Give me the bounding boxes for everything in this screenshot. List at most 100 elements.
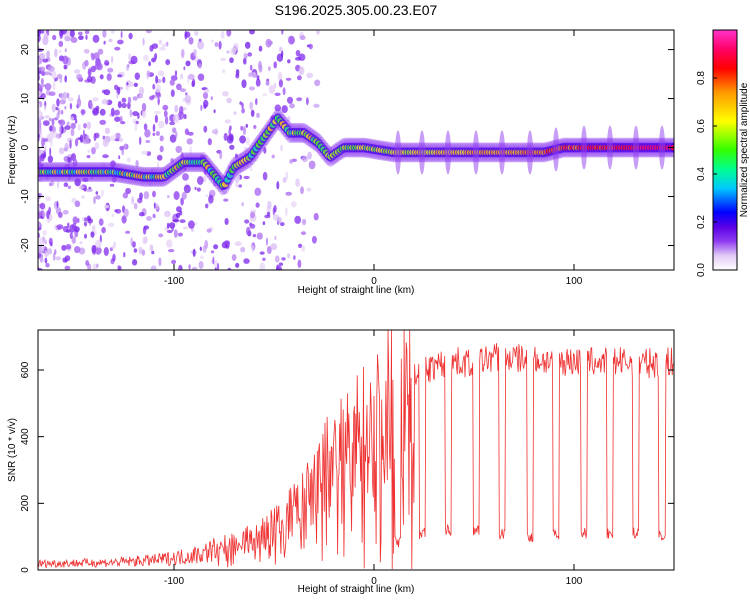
spectrogram-noise-speck xyxy=(42,58,49,63)
spectrogram-noise-speck xyxy=(154,84,162,93)
spectrogram-noise-speck xyxy=(211,129,219,135)
spectrogram-noise-speck xyxy=(83,221,88,227)
spectrogram-noise-speck xyxy=(199,246,202,251)
spectrogram-noise-speck xyxy=(80,109,86,115)
spectrogram-noise-speck xyxy=(184,30,188,40)
spectrogram-noise-speck xyxy=(48,117,52,122)
spectrogram-noise-speck xyxy=(194,221,198,226)
spectrogram-noise-speck xyxy=(56,98,60,107)
spectrogram-noise-speck xyxy=(42,138,49,142)
spectrogram-noise-speck xyxy=(276,181,280,190)
spectrogram-noise-speck xyxy=(44,257,48,264)
spectrogram-noise-speck xyxy=(267,200,272,210)
spectrogram-noise-speck xyxy=(39,202,46,210)
spectrogram-noise-speck xyxy=(133,248,138,253)
spectrogram-noise-speck xyxy=(82,177,89,182)
spectrogram-noise-speck xyxy=(151,57,157,63)
spectrogram-noise-speck xyxy=(38,125,42,134)
spectrogram-noise-speck xyxy=(38,102,41,110)
spectrogram-noise-speck xyxy=(210,96,213,101)
spectrogram-noise-speck xyxy=(48,206,51,215)
spectrogram-noise-speck xyxy=(194,56,199,63)
spectrogram-noise-speck xyxy=(62,55,69,65)
spectrogram-noise-speck xyxy=(247,52,253,57)
spectrogram-noise-speck xyxy=(121,215,127,224)
spectrogram-noise-speck xyxy=(44,104,47,112)
spectrogram-noise-speck xyxy=(92,97,99,102)
spectrogram-x-tick-label: 0 xyxy=(371,276,377,287)
spectrogram-noise-speck xyxy=(155,75,159,84)
spectrogram-noise-speck xyxy=(96,62,103,71)
spectrogram-noise-speck xyxy=(102,30,107,38)
spectrogram-noise-speck xyxy=(268,85,275,94)
spectrogram-noise-speck xyxy=(182,173,189,181)
spectrogram-noise-speck xyxy=(193,48,197,57)
spectrogram-noise-speck xyxy=(74,246,81,254)
spectrogram-noise-speck xyxy=(220,30,225,39)
spectrogram-noise-speck xyxy=(130,55,138,65)
spectrogram-noise-speck xyxy=(41,236,46,245)
spectrogram-noise-speck xyxy=(244,219,250,224)
spectrogram-noise-speck xyxy=(226,97,232,104)
spectrogram-noise-speck xyxy=(103,40,106,45)
spectrogram-noise-speck xyxy=(166,195,170,199)
spectrogram-noise-speck xyxy=(200,255,205,260)
spectrogram-noise-speck xyxy=(47,31,50,36)
spectrogram-noise-speck xyxy=(69,30,75,38)
spectrogram-noise-speck xyxy=(84,30,90,35)
spectrogram-noise-speck xyxy=(158,257,162,266)
spectrogram-noise-speck xyxy=(219,150,223,160)
spectrogram-noise-speck xyxy=(121,149,125,156)
spectrogram-noise-speck xyxy=(67,97,74,102)
spectrogram-streak xyxy=(473,130,479,175)
spectrogram-noise-speck xyxy=(40,93,46,100)
spectrogram-noise-speck xyxy=(83,48,90,54)
spectrogram-noise-speck xyxy=(164,210,171,218)
spectrogram-noise-speck xyxy=(78,247,86,255)
spectrogram-noise-speck xyxy=(190,227,194,232)
spectrogram-noise-speck xyxy=(96,263,99,268)
spectrogram-noise-speck xyxy=(87,149,90,153)
spectrogram-noise-speck xyxy=(204,239,209,249)
spectrogram-noise-speck xyxy=(48,91,56,96)
spectrogram-noise-speck xyxy=(276,216,282,223)
colorbar-tick-label: 0.4 xyxy=(696,167,707,181)
spectrogram-noise-speck xyxy=(171,224,175,232)
spectrogram-noise-speck xyxy=(67,157,70,162)
spectrogram-noise-speck xyxy=(38,119,42,128)
spectrogram-noise-speck xyxy=(56,224,64,230)
spectrogram-noise-speck xyxy=(108,38,113,43)
spectrogram-noise-speck xyxy=(110,160,116,168)
spectrogram-noise-speck xyxy=(186,138,193,145)
spectrogram-noise-speck xyxy=(296,97,303,102)
spectrogram-noise-speck xyxy=(90,65,97,73)
spectrogram-noise-speck xyxy=(313,212,319,221)
colorbar-tick-label: 0.2 xyxy=(696,215,707,229)
spectrogram-noise-speck xyxy=(297,217,300,224)
snr-y-tick-label: 0 xyxy=(20,567,31,573)
spectrogram-noise-speck xyxy=(42,230,47,236)
spectrogram-noise-speck xyxy=(188,220,195,229)
spectrogram-noise-speck xyxy=(173,191,180,200)
spectrogram-noise-speck xyxy=(210,250,215,254)
spectrogram-noise-speck xyxy=(233,43,239,51)
spectrogram-noise-speck xyxy=(179,88,186,92)
spectrogram-noise-speck xyxy=(97,48,104,55)
spectrogram-noise-speck xyxy=(151,250,155,255)
spectrogram-noise-speck xyxy=(167,249,175,253)
spectrogram-noise-speck xyxy=(282,87,286,96)
spectrogram-noise-speck xyxy=(104,127,110,134)
spectrogram-noise-speck xyxy=(235,153,238,159)
spectrogram-noise-speck xyxy=(38,30,41,37)
spectrogram-noise-speck xyxy=(155,203,159,211)
spectrogram-noise-speck xyxy=(69,116,74,121)
spectrogram-noise-speck xyxy=(44,115,50,119)
spectrogram-noise-speck xyxy=(123,208,129,218)
spectrogram-noise-speck xyxy=(111,56,114,64)
spectrogram-noise-speck xyxy=(141,150,148,155)
spectrogram-noise-speck xyxy=(61,244,67,251)
spectrogram-noise-speck xyxy=(62,209,69,215)
spectrogram-noise-speck xyxy=(117,74,123,78)
spectrogram-noise-speck xyxy=(197,176,204,185)
